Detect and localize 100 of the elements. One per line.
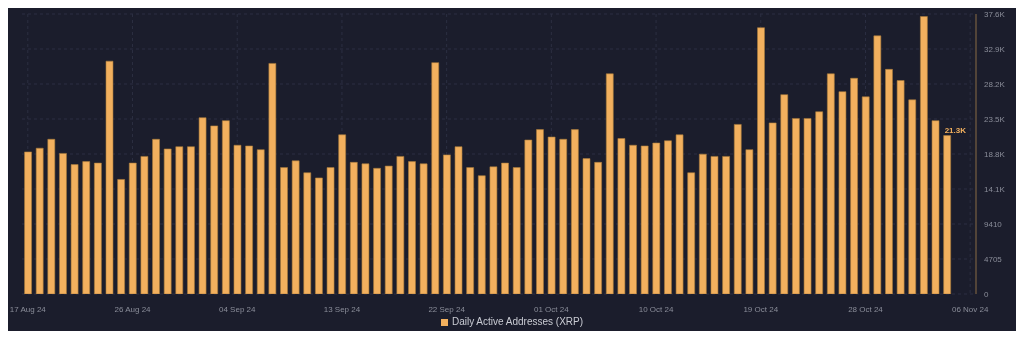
bar	[175, 146, 184, 294]
x-tick-label: 13 Sep 24	[323, 305, 361, 314]
bar	[861, 96, 870, 294]
bar	[338, 134, 346, 294]
x-tick-label: 04 Sep 24	[218, 305, 257, 314]
bar	[245, 145, 253, 294]
bar	[722, 156, 730, 294]
bar	[384, 165, 393, 294]
bar	[396, 156, 405, 294]
bar	[605, 73, 614, 294]
y-tick-label: 37.6K	[984, 9, 1006, 19]
x-tick-label: 01 Oct 24	[534, 305, 570, 314]
bar	[827, 73, 835, 294]
bar	[82, 161, 91, 294]
bar	[24, 151, 32, 294]
bar	[559, 138, 568, 294]
bar	[117, 179, 125, 294]
y-tick-label: 32.9K	[984, 44, 1006, 54]
bar	[94, 162, 102, 294]
bar	[443, 154, 451, 294]
bar	[59, 153, 67, 294]
bar	[489, 166, 498, 294]
bar	[303, 172, 312, 294]
bar	[198, 117, 207, 294]
bar	[70, 164, 79, 294]
bar	[943, 135, 951, 294]
bar	[373, 167, 381, 294]
bar	[885, 69, 893, 294]
bar	[47, 138, 56, 294]
y-tick-label: 28.2K	[984, 79, 1006, 89]
bar	[908, 99, 917, 294]
bar	[326, 167, 335, 294]
bar	[280, 167, 288, 294]
bar	[187, 146, 195, 294]
bar	[838, 91, 847, 294]
x-tick-label: 28 Oct 24	[848, 305, 884, 314]
bar	[105, 60, 114, 294]
bar	[733, 124, 742, 294]
bar	[896, 80, 905, 294]
bar	[710, 156, 719, 294]
bar	[699, 153, 707, 294]
bar	[233, 144, 242, 294]
bar	[454, 146, 463, 294]
bar	[931, 120, 940, 294]
bar	[792, 118, 800, 294]
bar	[291, 160, 300, 294]
bar	[350, 162, 358, 294]
data-label: 21.3K	[944, 125, 967, 135]
bar	[163, 148, 172, 294]
bar	[152, 138, 160, 294]
y-tick-label: 0	[984, 289, 989, 299]
y-tick-label: 9410	[984, 219, 1003, 229]
y-tick-label: 14.1K	[984, 184, 1006, 194]
bar	[547, 136, 556, 294]
bar	[501, 162, 509, 294]
bar	[477, 175, 486, 294]
bar	[594, 162, 602, 294]
bar	[524, 139, 533, 294]
bar	[512, 167, 521, 294]
x-tick-label: 26 Aug 24	[114, 305, 152, 314]
legend-label: Daily Active Addresses (XRP)	[451, 316, 584, 327]
bar	[268, 63, 277, 294]
bar	[873, 35, 882, 294]
y-tick-label: 4705	[984, 254, 1003, 264]
bar	[536, 129, 544, 294]
bar	[629, 144, 637, 294]
bar	[745, 149, 754, 294]
bar	[210, 125, 219, 294]
bar	[803, 118, 812, 294]
bar	[35, 147, 44, 294]
bar	[757, 27, 765, 294]
x-tick-label: 17 Aug 24	[9, 305, 47, 314]
y-tick-label: 18.8K	[984, 149, 1006, 159]
bar	[664, 140, 672, 294]
bar	[920, 16, 928, 294]
bar	[780, 94, 789, 294]
bar	[850, 77, 858, 294]
bar	[361, 163, 370, 294]
x-tick-label: 19 Oct 24	[743, 305, 779, 314]
bar	[617, 138, 626, 294]
bar	[571, 129, 579, 294]
bar	[128, 162, 137, 294]
y-tick-label: 23.5K	[984, 114, 1006, 124]
bar	[315, 177, 323, 294]
bar	[431, 62, 440, 294]
bar	[815, 111, 823, 294]
bar	[408, 161, 416, 294]
bar	[466, 167, 474, 294]
x-tick-label: 10 Oct 24	[638, 305, 674, 314]
bar	[140, 156, 149, 294]
bar	[419, 163, 428, 294]
bar	[222, 120, 230, 294]
bar	[652, 142, 661, 294]
bar	[768, 122, 777, 294]
x-tick-label: 22 Sep 24	[428, 305, 466, 314]
bar	[582, 158, 591, 294]
x-tick-label: 06 Nov 24	[951, 305, 989, 314]
bar	[675, 134, 684, 294]
bar	[256, 149, 265, 294]
bar	[687, 172, 696, 294]
